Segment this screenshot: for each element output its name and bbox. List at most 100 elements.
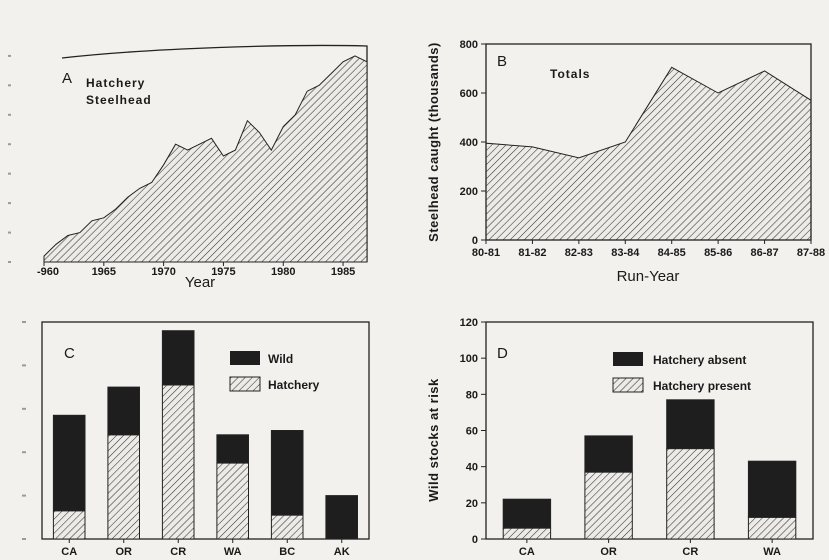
- panel-d-legend-swatch-present: [612, 377, 644, 393]
- panel-c-x-ticks: CA OR CR WA BC AK: [61, 539, 350, 558]
- panel-d-legend-swatch-absent: [613, 352, 643, 366]
- panel-a-left-ticks: [8, 54, 11, 263]
- panel-d-bar-hatchery-present: [666, 448, 715, 540]
- panel-d-bar-hatchery-present: [747, 516, 797, 540]
- panel-b-x-ticks: 80-81 81-82 82-83 83-84 84-85 85-86 86-87 87-88: [472, 240, 825, 259]
- panel-a-left-tick-mark: [8, 261, 11, 263]
- panel-c-left-tick-mark: [22, 538, 26, 540]
- panel-c-bar-hatchery: [270, 514, 304, 540]
- panel-b-letter: B: [497, 53, 507, 70]
- panel-d-legend: Hatchery absent Hatchery present: [612, 352, 751, 393]
- panel-c-left-tick-mark: [22, 407, 26, 410]
- panel-d-y-axis-title: Wild stocks at risk: [426, 378, 441, 502]
- panel-b-annotation: Totals: [550, 67, 590, 81]
- panel-d-x-tick-label: OR: [600, 546, 617, 558]
- panel-b: 0 200 400 600 800 80-81 81-82 82-83 83-84 84-85 8…: [426, 39, 825, 285]
- panel-d-bar-hatchery-present: [584, 471, 633, 540]
- panel-c-x-tick-label: OR: [116, 546, 133, 558]
- panel-c-x-tick-label: AK: [334, 546, 350, 558]
- panel-b-y-ticks: 0 200 400 600 800: [460, 39, 486, 247]
- panel-c-legend-swatch-wild: [230, 351, 260, 365]
- panel-c-x-tick-label: WA: [224, 546, 242, 558]
- panel-a-x-ticks: -960 1965 1970 1975 1980 1985: [37, 262, 355, 278]
- panel-c-bar-wild: [216, 434, 249, 464]
- panel-c-legend-label-wild: Wild: [268, 352, 293, 366]
- panel-a-frame: [8, 44, 368, 263]
- panel-b-x-tick-label: 80-81: [472, 247, 500, 259]
- panel-d-y-tick-label: 40: [466, 462, 478, 474]
- panel-a-x-tick-label: 1965: [92, 266, 116, 278]
- panel-c-left-tick-mark: [22, 364, 26, 367]
- panel-d-x-ticks: CA OR CR WA: [519, 539, 781, 558]
- panel-d-letter: D: [497, 345, 508, 362]
- panel-d-bars: [502, 399, 797, 540]
- panel-c: CA OR CR WA BC AK C Wild Hatchery: [22, 321, 370, 558]
- panel-a-left-tick-mark: [8, 54, 11, 57]
- panel-a-annotation-line-1: Hatchery: [86, 76, 145, 90]
- panel-b-x-tick-label: 81-82: [518, 247, 546, 259]
- panel-c-legend: Wild Hatchery: [229, 351, 320, 392]
- panel-c-x-tick-label: CR: [170, 546, 186, 558]
- panel-b-x-tick-label: 83-84: [611, 247, 640, 259]
- panel-a-left-tick-mark: [8, 113, 11, 116]
- panel-a-x-tick-label: -960: [37, 266, 59, 278]
- panel-c-bar-wild: [52, 414, 86, 512]
- panel-a-left-tick-mark: [8, 202, 11, 205]
- panel-a-left-tick-mark: [8, 231, 11, 234]
- panel-a-annotation: Hatchery Steelhead: [86, 76, 152, 107]
- panel-d-y-ticks: 0 20 40 60 80 100 120: [460, 317, 486, 546]
- panel-a-letter: A: [62, 70, 72, 87]
- panel-c-bar-hatchery: [52, 510, 86, 540]
- panel-a-x-axis-title: Year: [185, 274, 215, 291]
- panel-d-y-tick-label: 100: [460, 353, 478, 365]
- panel-b-x-tick-label: 85-86: [704, 247, 732, 259]
- panel-a: A Hatchery Steelhead -960 1965 1970 1975 198…: [8, 44, 368, 291]
- panel-b-area: [485, 66, 812, 241]
- panel-b-x-tick-label: 84-85: [658, 247, 686, 259]
- panel-b-y-tick-label: 400: [460, 137, 478, 149]
- panel-a-x-tick-label: 1975: [211, 266, 235, 278]
- panel-d-y-tick-label: 0: [472, 534, 478, 546]
- panel-d-y-tick-label: 120: [460, 317, 478, 329]
- panel-a-x-tick-label: 1985: [331, 266, 355, 278]
- panel-d-bar-hatchery-absent: [666, 399, 715, 450]
- panel-b-x-tick-label: 87-88: [797, 247, 825, 259]
- panel-d-y-tick-label: 80: [466, 389, 478, 401]
- panel-c-left-tick-mark: [22, 451, 26, 454]
- panel-c-bar-wild: [161, 330, 195, 386]
- panel-d-bar-hatchery-present: [502, 527, 552, 540]
- panel-d-y-tick-label: 20: [466, 498, 478, 510]
- panel-d-y-tick-label: 60: [466, 426, 478, 438]
- panel-b-x-tick-label: 82-83: [565, 247, 593, 259]
- panel-b-y-tick-label: 0: [472, 235, 478, 247]
- panel-b-y-tick-label: 800: [460, 39, 478, 51]
- panel-c-legend-label-hatchery: Hatchery: [268, 378, 320, 392]
- panel-c-bars: [52, 330, 358, 540]
- panel-c-left-tick-mark: [22, 321, 26, 323]
- panel-d-x-tick-label: WA: [763, 546, 781, 558]
- panel-a-area: [43, 55, 368, 263]
- panel-d-bar-hatchery-absent: [502, 498, 552, 529]
- panel-c-bar-hatchery: [216, 462, 249, 540]
- panel-c-bar-hatchery: [161, 384, 195, 540]
- panel-a-annotation-line-2: Steelhead: [86, 93, 152, 107]
- panel-c-bar-wild: [325, 495, 358, 540]
- panel-c-bar-wild: [107, 386, 141, 436]
- panel-d: 0 20 40 60 80 100 120 CA OR CR WA D Hatchery abse…: [426, 317, 814, 558]
- panel-b-y-axis-title: Steelhead caught (thousands): [426, 42, 441, 242]
- panel-a-left-tick-mark: [8, 172, 11, 175]
- panel-d-bar-hatchery-absent: [584, 435, 633, 473]
- panel-c-legend-swatch-hatchery: [229, 376, 261, 392]
- panel-b-y-tick-label: 600: [460, 88, 478, 100]
- panel-a-left-tick-mark: [8, 84, 11, 87]
- panel-c-plot-frame: [41, 321, 370, 540]
- panel-d-legend-label-absent: Hatchery absent: [653, 353, 746, 367]
- panel-c-letter: C: [64, 345, 75, 362]
- panel-a-x-tick-label: 1980: [271, 266, 295, 278]
- panel-d-x-tick-label: CR: [682, 546, 698, 558]
- panel-b-y-tick-label: 200: [460, 186, 478, 198]
- panel-c-x-tick-label: BC: [279, 546, 295, 558]
- panel-d-bar-hatchery-absent: [747, 460, 797, 518]
- panel-d-legend-label-present: Hatchery present: [653, 379, 751, 393]
